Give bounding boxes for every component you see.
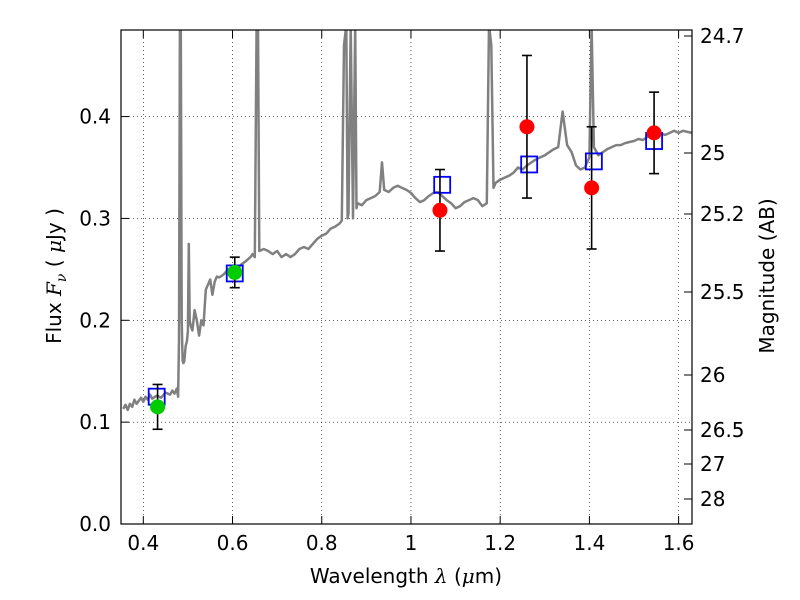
y2-tick-label: 25.5 — [700, 280, 745, 304]
x-tick-label: 1.2 — [484, 531, 516, 555]
photometry-point — [646, 125, 662, 141]
y-tick-label: 0.3 — [79, 206, 111, 230]
y-tick-label: 0.0 — [79, 512, 111, 536]
model-square-point — [520, 155, 539, 174]
y2-tick-label: 25.2 — [700, 202, 745, 226]
photometry-point — [519, 119, 535, 135]
y-tick-label: 0.1 — [79, 410, 111, 434]
y2-tick-label: 25 — [700, 141, 725, 165]
photometry-point — [432, 202, 448, 218]
axis-ticks: 0.4 0.6 0.8 1 1.2 1.4 1.6 0.0 0.1 0.2 0.3 0.4 24.7 25… — [79, 24, 744, 555]
x-tick-label: 1.6 — [663, 531, 695, 555]
y2-tick-label: 27 — [700, 452, 725, 476]
spectrum-line — [122, 30, 692, 412]
photometry-point — [150, 399, 166, 415]
photometry-point — [227, 264, 243, 280]
x-tick-label: 0.4 — [127, 531, 159, 555]
x-tick-label: 1.4 — [573, 531, 605, 555]
model-square-point — [433, 175, 452, 194]
y2-axis-label: Magnitude (AB) — [755, 198, 779, 353]
y-axis-label: Flux Fν ( μJy ) — [42, 208, 70, 344]
plot-area — [122, 30, 692, 431]
y2-tick-label: 24.7 — [700, 24, 745, 48]
y2-tick-label: 28 — [700, 487, 725, 511]
plot-frame — [120, 29, 693, 525]
x-tick-label: 1 — [405, 531, 418, 555]
y-tick-label: 0.2 — [79, 308, 111, 332]
y2-tick-label: 26.5 — [700, 418, 745, 442]
y-tick-label: 0.4 — [79, 105, 111, 129]
x-tick-label: 0.6 — [217, 531, 249, 555]
x-tick-label: 0.8 — [306, 531, 338, 555]
photometry-point — [584, 180, 600, 196]
model-square-point — [584, 152, 603, 171]
x-axis-label: Wavelength λ (μm) — [310, 564, 502, 588]
grid-lines — [121, 30, 692, 525]
y2-tick-label: 26 — [700, 363, 725, 387]
